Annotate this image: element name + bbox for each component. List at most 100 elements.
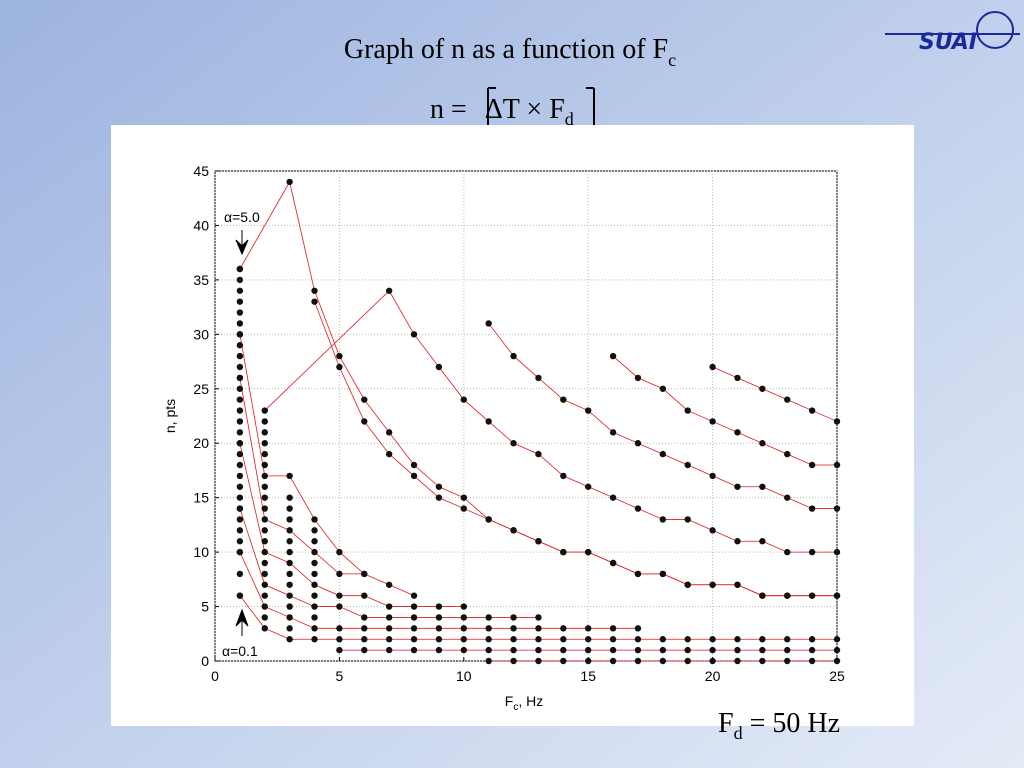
point [460, 396, 467, 403]
point [709, 581, 716, 588]
point [485, 657, 492, 665]
point [634, 570, 642, 578]
point [261, 581, 268, 588]
point [560, 548, 567, 556]
point [261, 450, 268, 458]
point [759, 657, 766, 665]
point [460, 505, 467, 512]
point [833, 461, 841, 469]
point [659, 657, 667, 665]
point [286, 548, 293, 556]
point [609, 494, 617, 501]
point [236, 331, 244, 338]
formula-sub: d [565, 109, 574, 129]
point [734, 646, 741, 654]
x-tick-label: 25 [829, 668, 845, 684]
point [286, 636, 293, 643]
point [734, 657, 741, 665]
point [236, 570, 244, 578]
series-line [239, 334, 365, 575]
point [585, 483, 592, 490]
footer-main: F [718, 708, 734, 739]
point [286, 494, 293, 501]
point [759, 636, 766, 643]
point [336, 603, 343, 610]
point [634, 657, 642, 665]
point [808, 407, 816, 414]
point [385, 636, 393, 643]
y-tick-label: 25 [193, 381, 209, 397]
y-axis-label: n, pts [162, 399, 178, 433]
point [311, 559, 318, 567]
point [236, 450, 244, 458]
point [311, 298, 318, 305]
point [385, 625, 393, 632]
point [833, 646, 841, 654]
point [385, 429, 393, 436]
point [410, 472, 418, 480]
point [808, 657, 816, 665]
point [460, 603, 467, 610]
point [311, 516, 318, 523]
point [261, 418, 268, 425]
point [311, 603, 318, 610]
point [236, 287, 244, 294]
point [236, 592, 244, 599]
point [609, 559, 617, 567]
point [286, 472, 293, 480]
point [261, 407, 268, 414]
point [784, 396, 791, 403]
point [759, 646, 766, 654]
x-label-sub: c [513, 702, 518, 713]
y-tick-label: 0 [201, 653, 209, 669]
point [311, 581, 318, 588]
point [634, 625, 642, 632]
point [485, 625, 492, 632]
point [336, 363, 343, 371]
markers [236, 178, 841, 665]
point [236, 320, 244, 327]
point [535, 636, 542, 643]
point [236, 494, 244, 501]
y-tick-label: 40 [193, 217, 209, 233]
x-tick-label: 10 [456, 668, 472, 684]
point [286, 614, 293, 621]
point [410, 625, 418, 632]
point [585, 636, 592, 643]
point [361, 646, 368, 654]
point [435, 636, 443, 643]
y-tick-label: 20 [193, 435, 209, 451]
point [336, 646, 343, 654]
point [261, 592, 268, 599]
point [659, 516, 667, 523]
point [236, 374, 244, 382]
point [808, 646, 816, 654]
point [410, 461, 418, 469]
point [535, 646, 542, 654]
point [485, 418, 492, 425]
point [286, 538, 293, 545]
point [236, 407, 244, 414]
point [784, 657, 791, 665]
point [460, 646, 467, 654]
point [261, 548, 268, 556]
point [784, 450, 791, 458]
point [361, 396, 368, 403]
grid [214, 170, 838, 662]
point [634, 440, 642, 447]
point [510, 657, 517, 665]
point [286, 178, 293, 186]
point [336, 570, 343, 578]
point [460, 614, 467, 621]
formula-lhs: n = [430, 94, 467, 125]
point [609, 352, 617, 360]
point [336, 548, 343, 556]
annotation-arrow [235, 608, 249, 636]
point [410, 592, 418, 599]
point [709, 418, 716, 425]
point [510, 646, 517, 654]
point [485, 320, 492, 327]
point [261, 483, 268, 490]
point [535, 450, 542, 458]
point [684, 516, 691, 523]
